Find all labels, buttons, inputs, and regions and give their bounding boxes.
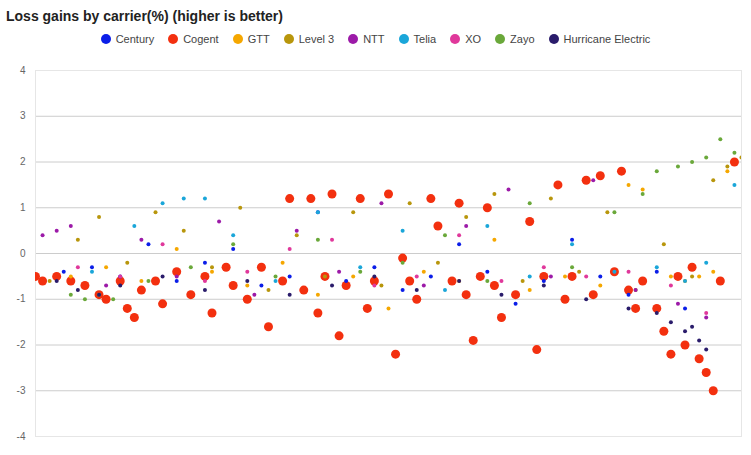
svg-text:-2: -2: [17, 339, 26, 350]
svg-text:0: 0: [20, 248, 26, 259]
svg-text:4: 4: [20, 65, 26, 76]
svg-text:-4: -4: [17, 431, 26, 442]
html-text:Century: Century: [115, 33, 155, 45]
svg-text:2: 2: [20, 156, 26, 167]
html-text:XO: XO: [465, 33, 482, 45]
html-text:NTT: NTT: [363, 33, 385, 45]
html-text:Zayo: Zayo: [510, 33, 535, 45]
html-text:Telia: Telia: [413, 33, 437, 45]
svg-text:1: 1: [20, 202, 26, 213]
html-text:Loss gains by carrier(%) (high: Loss gains by carrier(%) (higher is bett…: [6, 8, 283, 24]
html-text:Hurricane Electric: Hurricane Electric: [563, 33, 651, 45]
html-text:GTT: GTT: [247, 33, 270, 45]
svg-text:-3: -3: [17, 385, 26, 396]
svg-text:3: 3: [20, 110, 26, 121]
html-text:Cogent: Cogent: [183, 33, 219, 45]
svg-text:-1: -1: [17, 293, 26, 304]
html-text:Level 3: Level 3: [298, 33, 335, 45]
